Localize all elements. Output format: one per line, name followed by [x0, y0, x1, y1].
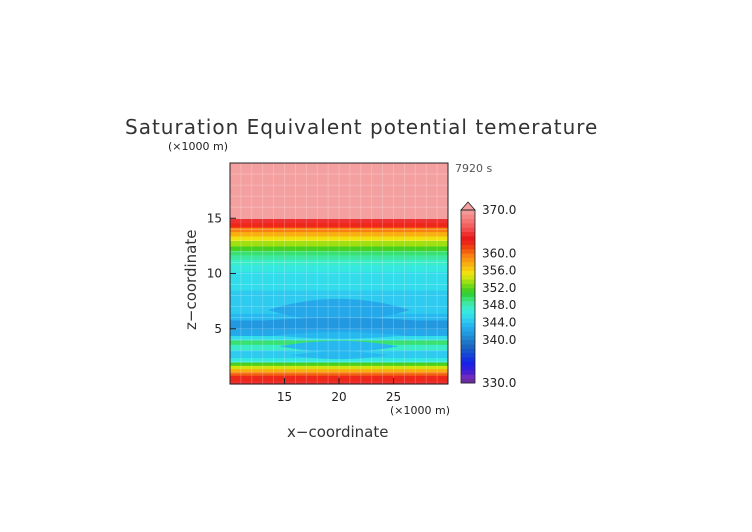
contour-band-2 [230, 371, 448, 376]
colorbar-swatch [461, 210, 475, 215]
colorbar-swatch [461, 331, 475, 336]
colorbar-swatch [461, 335, 475, 341]
colorbar-swatch [461, 313, 475, 319]
contour-band-3 [230, 368, 448, 373]
colorbar-swatch [461, 279, 475, 284]
colorbar-swatch [461, 292, 475, 297]
colorbar-swatch [461, 318, 475, 323]
colorbar-swatch [461, 257, 475, 263]
colorbar-swatch [461, 274, 475, 280]
colorbar-swatch [461, 266, 475, 271]
colorbar-swatch [461, 344, 475, 349]
grid-lines [230, 163, 448, 384]
time-label: 7920 s [455, 162, 492, 175]
colorbar-swatch [461, 305, 475, 310]
y-axis-label: z−coordinate [182, 230, 200, 330]
colorbar-swatch [461, 227, 475, 233]
contour-band-24 [230, 227, 448, 233]
colorbar-swatch [461, 214, 475, 220]
contour-band-4 [230, 365, 448, 370]
x-tick-label: 15 [277, 390, 292, 404]
contour-band-5 [230, 361, 448, 366]
contour-fill [230, 163, 448, 385]
colorbar-swatch [461, 218, 475, 224]
x-unit-label: (×1000 m) [390, 404, 450, 417]
colorbar-label: 330.0 [482, 376, 516, 390]
contour-feature-4 [289, 351, 389, 360]
contour-feature-2 [273, 332, 405, 339]
colorbar-label: 348.0 [482, 298, 516, 312]
colorbar-swatch [461, 378, 475, 384]
contour-band-25 [230, 222, 448, 228]
colorbar-swatch [461, 357, 475, 362]
y-tick-label: 5 [214, 322, 222, 336]
colorbar-label: 340.0 [482, 333, 516, 347]
contour-feature-3 [279, 340, 399, 352]
contour-band-15 [230, 271, 448, 291]
x-axis-ticks: 15 20 25 [277, 378, 401, 404]
contour-band-21 [230, 240, 448, 247]
colorbar-swatch [461, 339, 475, 345]
colorbar-swatch [461, 296, 475, 302]
colorbar-frame [460, 209, 476, 384]
colorbar-swatch [461, 248, 475, 254]
colorbar-swatch [461, 261, 475, 267]
contour-band-16 [230, 264, 448, 272]
colorbar-swatch [461, 309, 475, 315]
colorbar-swatch [461, 270, 475, 276]
colorbar-over-triangle [460, 201, 476, 211]
contour-feature-0 [268, 298, 410, 322]
y-axis-ticks: 5 10 15 [207, 211, 236, 336]
colorbar-swatch [461, 326, 475, 332]
contour-band-19 [230, 250, 448, 256]
colorbar-swatch [461, 244, 475, 250]
colorbar-swatch [461, 231, 475, 237]
colorbar-swatch [461, 352, 475, 358]
x-tick-label: 25 [386, 390, 401, 404]
x-axis-label: x−coordinate [287, 423, 388, 441]
y-tick-label: 10 [207, 267, 222, 281]
contour-band-27 [230, 163, 448, 219]
colorbar-swatch [461, 365, 475, 371]
colorbar-swatch [461, 235, 475, 241]
colorbar-label: 356.0 [482, 264, 516, 278]
contour-band-23 [230, 231, 448, 237]
y-tick-label: 15 [207, 211, 222, 225]
colorbar-swatch [461, 222, 475, 228]
colorbar-swatch [461, 348, 475, 354]
colorbar-swatch [461, 361, 475, 367]
contour-band-17 [230, 259, 448, 266]
contour-band-26 [230, 218, 448, 224]
colorbar: 370.0 360.0 356.0 352.0 348.0 344.0 340.0 330.0 [460, 201, 516, 390]
plot-area [229, 162, 449, 385]
x-tick-label: 20 [331, 390, 346, 404]
colorbar-swatch [461, 253, 475, 258]
contour-feature-1 [232, 317, 446, 329]
colorbar-swatch [461, 240, 475, 245]
colorbar-swatch [461, 283, 475, 289]
colorbar-swatch [461, 287, 475, 293]
contour-band-6 [230, 357, 448, 363]
colorbar-swatch [461, 374, 475, 380]
chart-title: Saturation Equivalent potential temeratu… [125, 115, 598, 139]
colorbar-label: 370.0 [482, 203, 516, 217]
y-unit-label: (×1000 m) [168, 140, 228, 153]
contour-band-22 [230, 235, 448, 241]
colorbar-label: 344.0 [482, 315, 516, 329]
colorbar-label: 352.0 [482, 281, 516, 295]
contour-band-20 [230, 245, 448, 251]
colorbar-swatch [461, 300, 475, 306]
colorbar-label: 360.0 [482, 246, 516, 260]
colorbar-swatch [461, 322, 475, 328]
contour-band-18 [230, 254, 448, 260]
colorbar-swatch [461, 370, 475, 375]
